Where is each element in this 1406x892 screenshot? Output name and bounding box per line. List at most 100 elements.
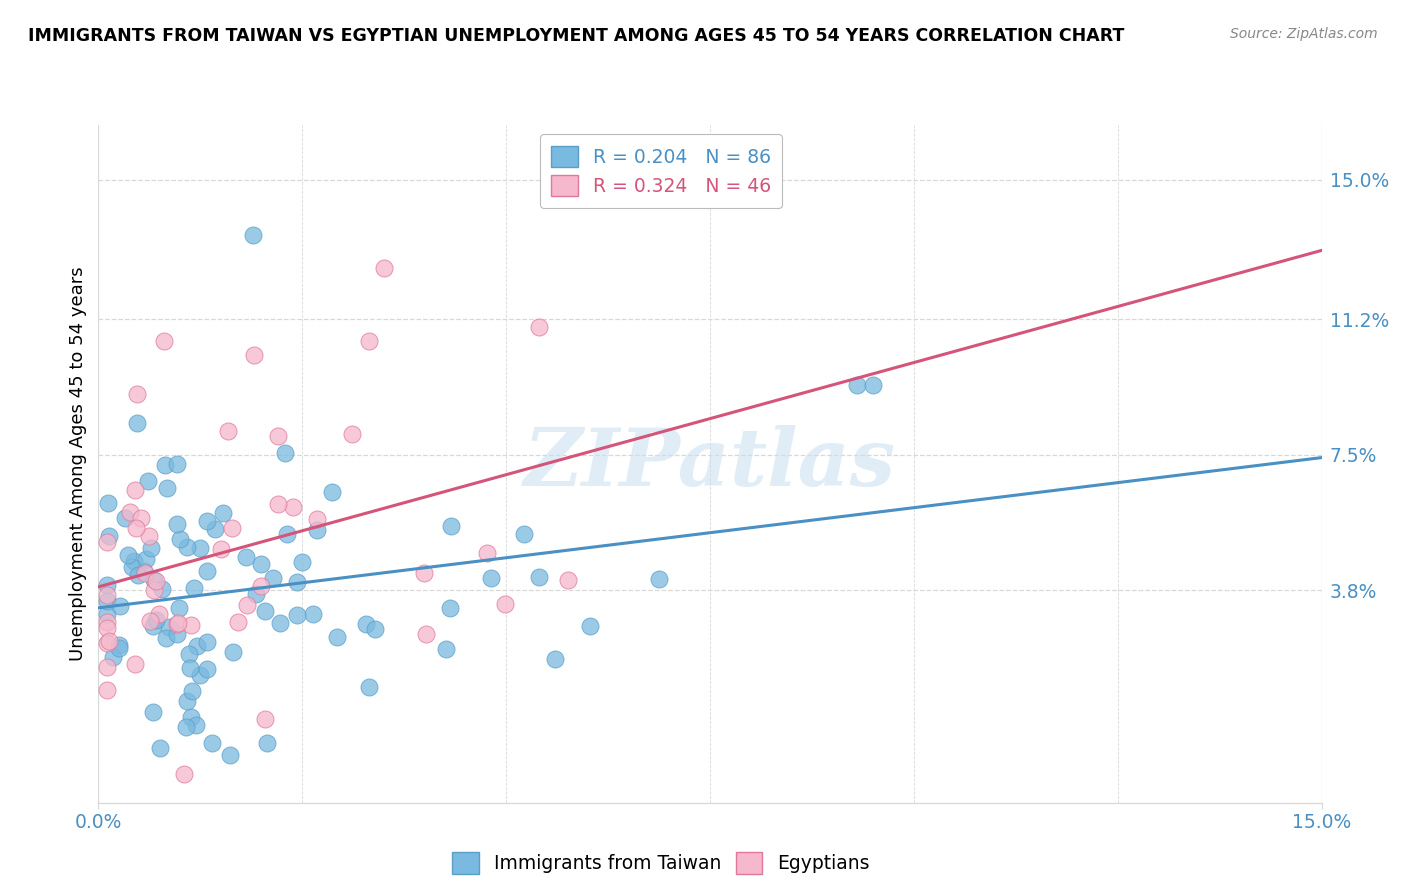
Point [138, 529, 160, 543]
Point [124, 657, 146, 671]
Point [129, 511, 152, 525]
Point [155, 458, 177, 472]
Point [527, 319, 550, 334]
Point [149, 741, 172, 756]
Point [413, 566, 436, 581]
Point [96, 682, 118, 697]
Point [204, 522, 226, 536]
Point [155, 631, 177, 645]
Point [307, 512, 329, 526]
Point [142, 619, 165, 633]
Point [479, 571, 502, 585]
Legend: Immigrants from Taiwan, Egyptians: Immigrants from Taiwan, Egyptians [444, 845, 877, 881]
Point [166, 626, 188, 640]
Point [108, 638, 131, 652]
Point [176, 694, 198, 708]
Point [180, 710, 202, 724]
Point [236, 598, 259, 612]
Point [101, 650, 124, 665]
Point [269, 616, 291, 631]
Point [354, 616, 377, 631]
Point [190, 541, 212, 555]
Point [242, 348, 264, 362]
Point [150, 582, 173, 596]
Point [285, 608, 308, 623]
Point [181, 684, 204, 698]
Point [166, 457, 188, 471]
Point [152, 334, 174, 348]
Point [174, 720, 197, 734]
Point [176, 540, 198, 554]
Point [219, 748, 242, 763]
Point [96, 636, 118, 650]
Point [97, 634, 120, 648]
Point [96, 588, 118, 602]
Text: Source: ZipAtlas.com: Source: ZipAtlas.com [1230, 27, 1378, 41]
Point [557, 573, 579, 587]
Point [108, 599, 131, 613]
Point [217, 425, 239, 439]
Point [254, 712, 277, 726]
Point [364, 622, 387, 636]
Point [121, 559, 143, 574]
Point [494, 597, 516, 611]
Text: ZIPatlas: ZIPatlas [524, 425, 896, 502]
Point [195, 564, 218, 578]
Point [285, 574, 308, 589]
Point [157, 620, 180, 634]
Point [96, 535, 118, 549]
Point [544, 651, 567, 665]
Point [434, 641, 457, 656]
Point [136, 475, 159, 489]
Point [145, 574, 167, 589]
Point [254, 604, 277, 618]
Point [201, 736, 224, 750]
Point [127, 568, 149, 582]
Point [221, 521, 243, 535]
Point [173, 767, 195, 781]
Point [183, 581, 205, 595]
Point [135, 552, 157, 566]
Point [167, 601, 190, 615]
Text: IMMIGRANTS FROM TAIWAN VS EGYPTIAN UNEMPLOYMENT AMONG AGES 45 TO 54 YEARS CORREL: IMMIGRANTS FROM TAIWAN VS EGYPTIAN UNEMP… [28, 27, 1125, 45]
Point [579, 619, 602, 633]
Point [226, 615, 249, 629]
Point [114, 511, 136, 525]
Point [222, 645, 245, 659]
Point [475, 546, 498, 560]
Point [180, 618, 202, 632]
Point [122, 554, 145, 568]
Point [862, 378, 884, 392]
Point [134, 566, 156, 580]
Point [513, 527, 536, 541]
Point [125, 521, 148, 535]
Point [96, 660, 118, 674]
Point [266, 497, 288, 511]
Point [249, 557, 271, 571]
Point [527, 570, 550, 584]
Point [357, 680, 380, 694]
Point [262, 570, 284, 584]
Point [124, 483, 146, 497]
Point [321, 485, 343, 500]
Point [120, 505, 142, 519]
Point [245, 587, 267, 601]
Point [125, 387, 148, 401]
Point [440, 519, 463, 533]
Point [98, 528, 121, 542]
Point [97, 496, 120, 510]
Point [197, 634, 219, 648]
Point [145, 613, 167, 627]
Point [235, 550, 257, 565]
Point [647, 572, 669, 586]
Point [96, 622, 118, 636]
Point [117, 548, 139, 562]
Point [148, 607, 170, 621]
Point [167, 615, 190, 630]
Point [96, 607, 118, 621]
Point [179, 660, 201, 674]
Point [142, 573, 165, 587]
Point [166, 517, 188, 532]
Point [291, 555, 314, 569]
Point [242, 227, 264, 242]
